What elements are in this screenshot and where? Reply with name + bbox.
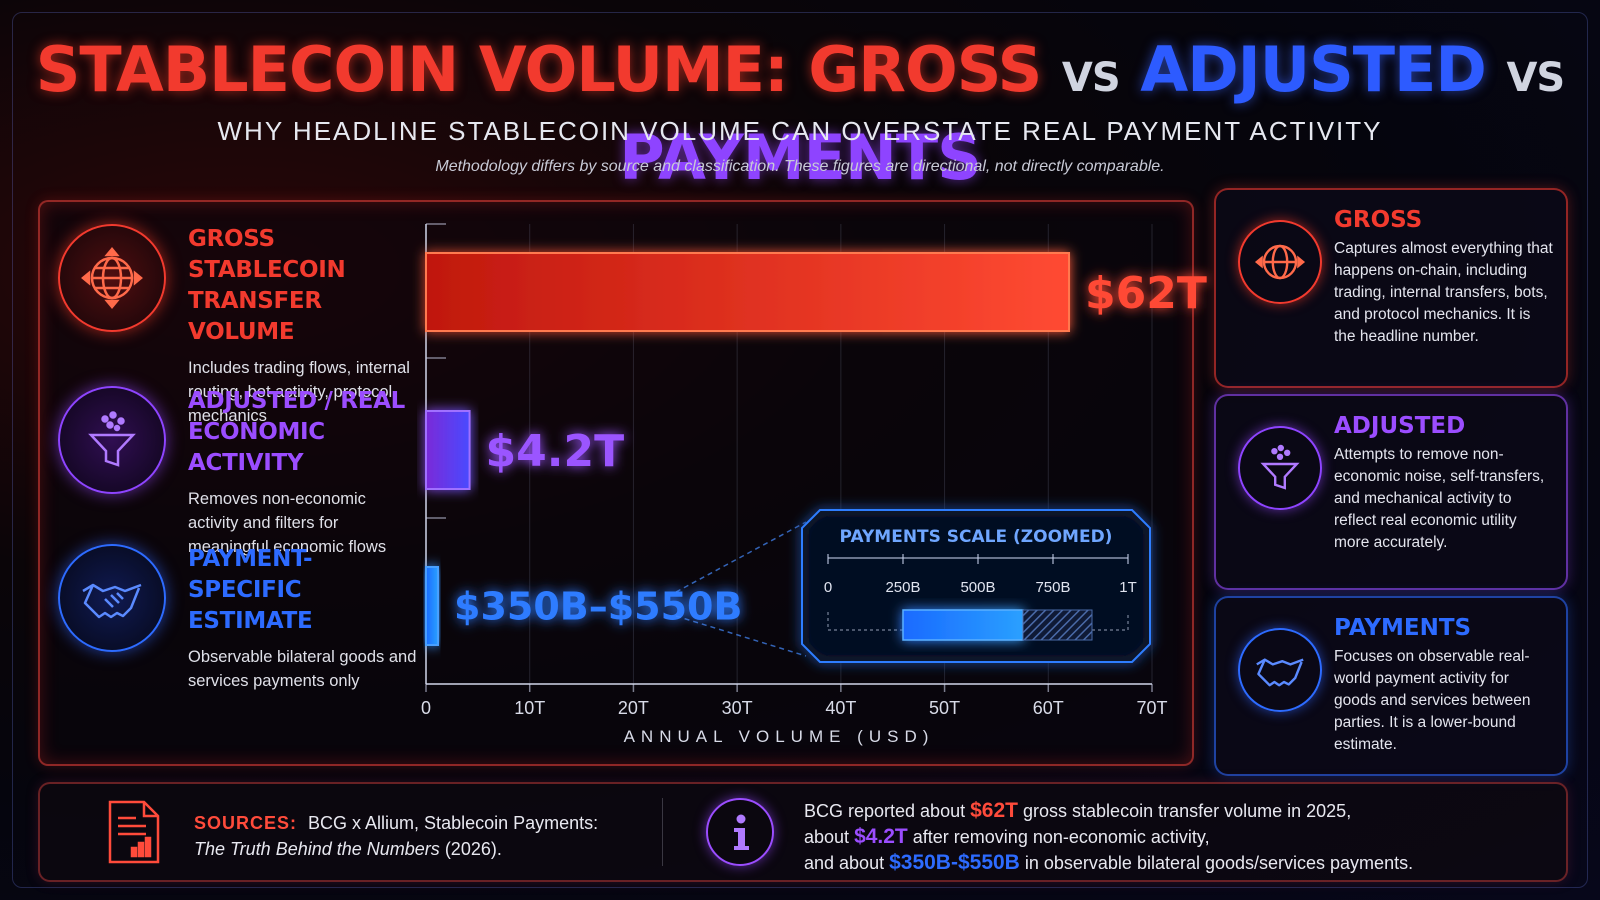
info-value-payments: $350B-$550B (889, 851, 1020, 874)
x-tick-label: 0 (421, 698, 431, 718)
bar-data-label: $350B–$550B (454, 585, 742, 629)
category-heading-line: ESTIMATE (188, 608, 313, 634)
footer-panel: SOURCES: BCG x Allium, Stablecoin Paymen… (38, 782, 1568, 882)
footer-divider (662, 798, 663, 866)
category-description: Includes trading flows, internal routing… (188, 359, 410, 425)
x-tick-label: 10T (514, 698, 545, 718)
sources-year: (2026). (444, 839, 502, 859)
info-text-part: about (804, 827, 850, 847)
funnel-icon (1238, 426, 1322, 510)
zoom-tick-label: 750B (1035, 579, 1070, 596)
info-text-part: gross stablecoin transfer volume in 2025… (1023, 801, 1352, 821)
side-card-heading: PAYMENTS (1334, 615, 1472, 641)
x-tick-label: 40T (825, 698, 856, 718)
zoom-bar-hatched (1022, 609, 1093, 641)
methodology-note: Methodology differs by source and classi… (435, 158, 1165, 175)
title-vs-1: VS (1061, 55, 1121, 101)
category-heading-line: PAYMENT-SPECIFIC (188, 546, 313, 603)
side-card-payments: PAYMENTS Focuses on observable real-worl… (1214, 596, 1568, 776)
side-card-description: Focuses on observable real-world payment… (1334, 648, 1531, 753)
zoom-tick-label: 0 (824, 579, 832, 596)
document-chart-icon (106, 798, 162, 871)
zoom-tick-label: 1T (1119, 579, 1137, 596)
sources-report-title: The Truth Behind the Numbers (194, 839, 440, 859)
info-text: BCG reported about $62T gross stablecoin… (804, 798, 1413, 876)
x-axis-label: ANNUAL VOLUME (USD) (624, 727, 935, 746)
x-tick-label: 50T (929, 698, 960, 718)
info-text-part: and about (804, 853, 885, 873)
category-heading-line: TRANSFER VOLUME (188, 288, 322, 345)
info-text-part: after removing non-economic activity, (912, 827, 1210, 847)
zoom-inset-title: PAYMENTS SCALE (ZOOMED) (840, 527, 1113, 547)
zoom-connector (675, 521, 807, 593)
info-text-part: BCG reported about (804, 801, 966, 821)
handshake-icon (58, 544, 166, 652)
sources-org: BCG x Allium, Stablecoin Payments: (308, 813, 599, 833)
zoom-connector (675, 615, 807, 657)
info-icon (706, 798, 774, 866)
sources-label: SOURCES: (194, 813, 298, 833)
bar-data-label: $4.2T (486, 426, 625, 477)
side-card-gross: GROSS Captures almost everything that ha… (1214, 188, 1568, 388)
title-vs-2: VS (1506, 55, 1565, 101)
zoom-tick-label: 250B (885, 579, 920, 596)
category-description: Removes non-economic activity and filter… (188, 490, 387, 556)
funnel-icon (58, 386, 166, 494)
page-title: STABLECOIN VOLUME: GROSS VS ADJUSTED VS … (0, 30, 1600, 198)
category-heading-line: GROSS STABLECOIN (188, 226, 346, 283)
bar (425, 252, 1071, 332)
x-tick-label: 70T (1136, 698, 1167, 718)
side-card-description: Attempts to remove non-economic noise, s… (1334, 446, 1545, 551)
side-card-adjusted: ADJUSTED Attempts to remove non-economic… (1214, 394, 1568, 590)
bar (425, 566, 439, 646)
info-value-adjusted: $4.2T (854, 825, 908, 848)
bar-data-label: $62T (1085, 268, 1207, 319)
title-gross: STABLECOIN VOLUME: GROSS (35, 33, 1043, 106)
side-card-description: Captures almost everything that happens … (1334, 240, 1553, 345)
category-heading-line: ECONOMIC ACTIVITY (188, 419, 325, 476)
info-value-gross: $62T (970, 799, 1018, 822)
info-text-part: in observable bilateral goods/services p… (1024, 853, 1414, 873)
handshake-icon (1238, 628, 1322, 712)
category-heading-line: ADJUSTED / REAL (188, 388, 405, 414)
zoom-tick-label: 500B (960, 579, 995, 596)
globe-icon (1238, 220, 1322, 304)
zoom-bar-solid (902, 609, 1024, 641)
bar (425, 410, 471, 490)
x-tick-label: 60T (1033, 698, 1064, 718)
title-payments: PAYMENTS (619, 121, 982, 194)
page-subtitle: WHY HEADLINE STABLECOIN VOLUME CAN OVERS… (217, 116, 1383, 146)
x-tick-label: 30T (722, 698, 753, 718)
sources-text: SOURCES: BCG x Allium, Stablecoin Paymen… (194, 810, 598, 862)
side-card-heading: GROSS (1334, 207, 1423, 233)
x-tick-label: 20T (618, 698, 649, 718)
side-card-heading: ADJUSTED (1334, 413, 1466, 439)
category-description: Observable bilateral goods and services … (188, 648, 417, 690)
title-adjusted: ADJUSTED (1140, 33, 1487, 106)
globe-icon (58, 224, 166, 332)
